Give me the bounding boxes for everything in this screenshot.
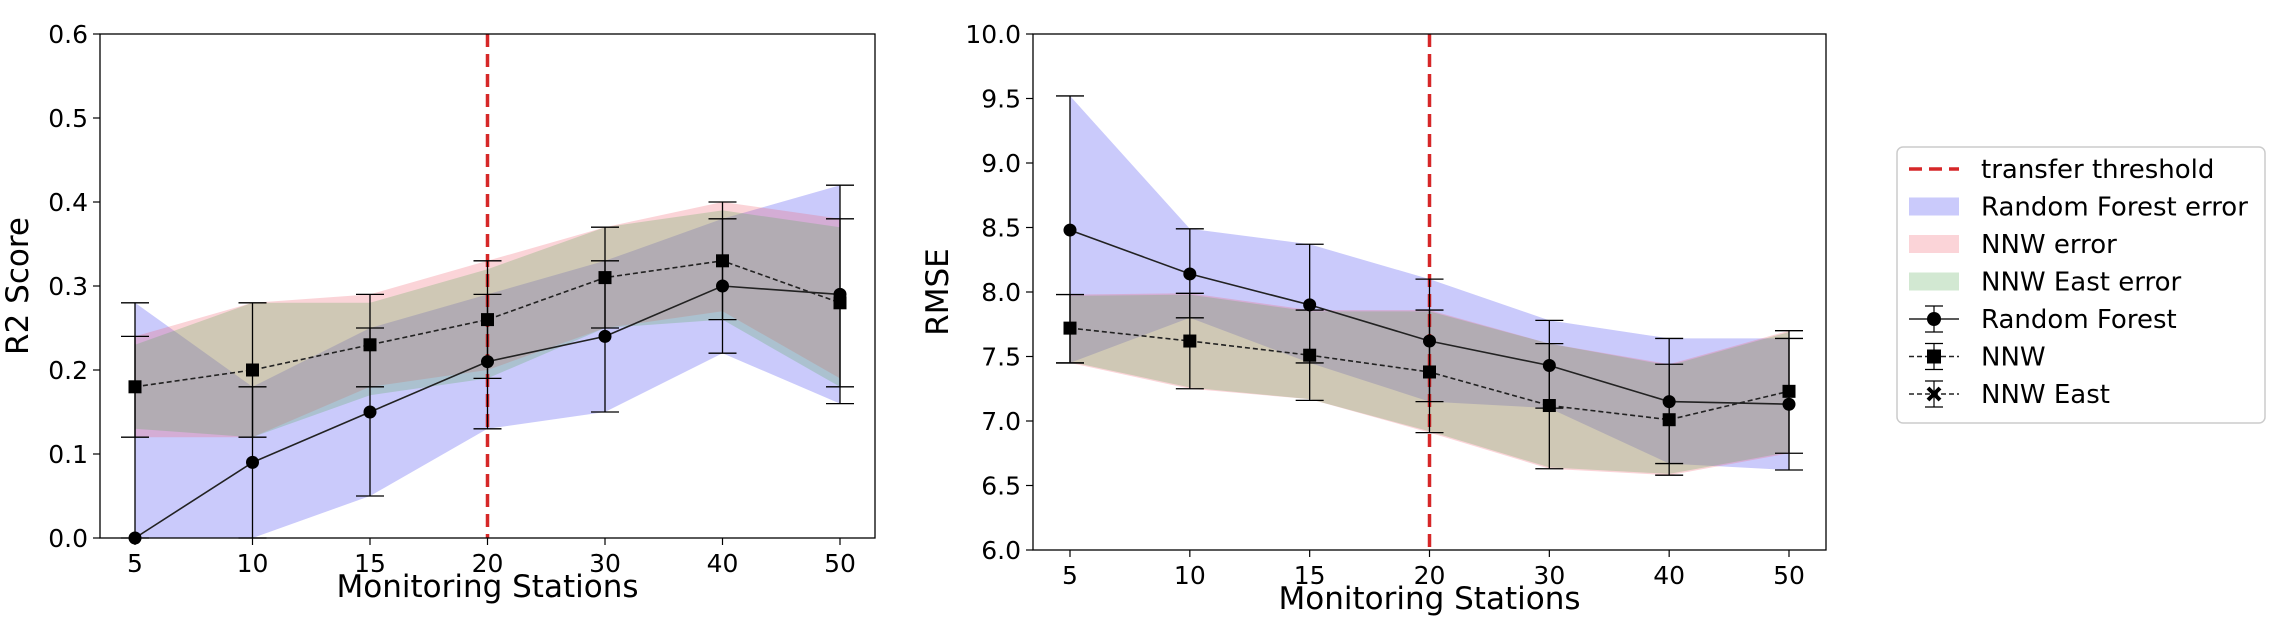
nnw-point xyxy=(1303,348,1317,362)
legend-label: Random Forest xyxy=(1981,305,2177,335)
x-tick-label: 10 xyxy=(1174,561,1206,590)
y-tick-label: 0.4 xyxy=(48,188,88,217)
y-tick-label: 0.5 xyxy=(48,104,88,133)
x-axis-label: Monitoring Stations xyxy=(337,569,639,605)
random-forest-point xyxy=(246,455,259,469)
x-tick-label: 5 xyxy=(127,549,143,578)
y-tick-label: 6.0 xyxy=(981,536,1021,565)
legend-item-nnw-east-error: NNW East error xyxy=(1909,268,2181,298)
x-tick-label: 50 xyxy=(824,549,856,578)
legend-label: NNW East error xyxy=(1981,268,2181,298)
legend-item-nnw: NNW xyxy=(1909,343,2046,373)
nnw-point xyxy=(833,296,847,310)
random-forest-point xyxy=(1303,298,1317,312)
y-tick-label: 8.0 xyxy=(981,278,1021,307)
y-tick-label: 0.3 xyxy=(48,272,88,301)
x-tick-label: 40 xyxy=(1653,561,1685,590)
x-tick-label: 10 xyxy=(237,549,269,578)
y-tick-label: 0.0 xyxy=(48,524,88,553)
y-tick-label: 0.6 xyxy=(48,20,88,49)
x-tick-label: 15 xyxy=(354,549,386,578)
x-tick-label: 30 xyxy=(589,549,621,578)
legend-item-nnw-error: NNW error xyxy=(1909,230,2117,260)
random-forest-point xyxy=(1183,267,1197,281)
legend-label: transfer threshold xyxy=(1981,155,2214,185)
y-tick-label: 8.5 xyxy=(981,214,1021,243)
x-tick-label: 50 xyxy=(1773,561,1805,590)
x-axis-label: Monitoring Stations xyxy=(1279,581,1581,617)
nnw-point xyxy=(598,271,612,285)
x-tick-label: 40 xyxy=(707,549,739,578)
legend-item-random-forest-error: Random Forest error xyxy=(1909,193,2248,223)
nnw-point xyxy=(716,254,729,268)
x-tick-label: 30 xyxy=(1533,561,1565,590)
legend-item-nnw-east: NNW East xyxy=(1909,380,2110,410)
nnw-point xyxy=(246,363,259,377)
rmse-panel: 5 10 15 20 30 40 50 6.0 6.5 7.0 7.5 8.0 8.5 9.0 9.5 10.… xyxy=(920,20,1827,617)
y-tick-label: 7.5 xyxy=(981,343,1021,372)
legend: transfer threshold Random Forest error NNW… xyxy=(1896,146,2266,424)
y-tick-label: 6.5 xyxy=(981,472,1021,501)
y-tick-label: 0.1 xyxy=(48,440,88,469)
legend-label: NNW xyxy=(1981,343,2046,373)
legend-swatch xyxy=(1909,197,1959,216)
nnw-point xyxy=(1063,321,1077,335)
x-tick-label: 20 xyxy=(1414,561,1446,590)
nnw-point xyxy=(1542,399,1556,413)
x-tick-label: 15 xyxy=(1294,561,1326,590)
legend-swatch xyxy=(1909,272,1959,291)
nnw-point xyxy=(481,313,494,327)
legend-label: NNW East xyxy=(1981,380,2110,410)
random-forest-point xyxy=(363,405,377,419)
y-tick-label: 0.2 xyxy=(48,356,88,385)
y-tick-label: 9.0 xyxy=(981,149,1021,178)
nnw-point xyxy=(1782,384,1796,398)
legend-marker xyxy=(1927,349,1941,364)
legend-item-transfer-threshold: transfer threshold xyxy=(1909,155,2214,185)
y-axis-label: R2 Score xyxy=(0,217,36,355)
y-tick-label: 9.5 xyxy=(981,85,1021,114)
legend-box xyxy=(1896,146,2266,424)
nnw-point xyxy=(1183,334,1197,348)
nnw-point xyxy=(1423,365,1436,379)
legend-marker xyxy=(1927,312,1941,326)
legend-label: NNW error xyxy=(1981,230,2117,260)
legend-label: Random Forest error xyxy=(1981,193,2248,223)
y-axis-label: RMSE xyxy=(920,248,956,336)
y-tick-label: 10.0 xyxy=(965,20,1021,49)
r2-score-panel: 5 10 15 20 30 40 50 0.0 0.1 0.2 0.3 0.4 0.5 0.6 Monito… xyxy=(0,20,876,605)
y-tick-label: 7.0 xyxy=(981,407,1021,436)
random-forest-point xyxy=(598,329,612,343)
nnw-point xyxy=(363,338,377,352)
legend-item-random-forest: Random Forest xyxy=(1909,305,2177,335)
nnw-point xyxy=(128,380,142,394)
random-forest-point xyxy=(1063,223,1077,237)
legend-marker xyxy=(1926,386,1942,402)
x-tick-label: 5 xyxy=(1062,561,1078,590)
x-tick-label: 20 xyxy=(472,549,504,578)
nnw-point xyxy=(1662,413,1676,427)
legend-swatch xyxy=(1909,235,1959,253)
